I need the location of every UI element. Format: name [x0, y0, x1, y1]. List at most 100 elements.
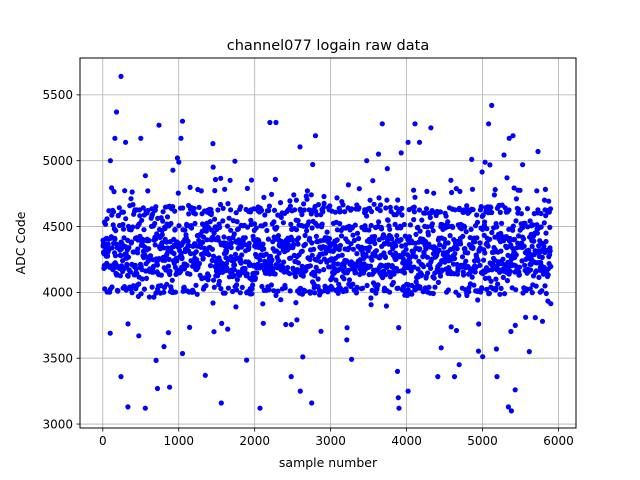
data-point [454, 246, 460, 252]
data-point [333, 277, 339, 283]
data-point [452, 207, 458, 213]
data-point [492, 187, 498, 193]
data-point [105, 241, 111, 247]
data-point [474, 235, 480, 241]
data-point [399, 243, 405, 249]
data-point [196, 204, 202, 210]
data-point [309, 240, 315, 246]
data-point [339, 252, 345, 258]
data-point [519, 258, 525, 264]
data-point [498, 248, 504, 254]
data-point [228, 245, 234, 251]
data-point [346, 245, 352, 251]
data-point [412, 121, 418, 127]
data-point [403, 242, 409, 248]
data-point [125, 321, 131, 327]
data-point [481, 257, 487, 263]
x-tick-label: 2000 [239, 434, 270, 448]
data-point [484, 286, 490, 292]
data-point [136, 281, 142, 287]
data-point [539, 288, 545, 294]
data-point [424, 254, 430, 260]
data-point [128, 196, 134, 202]
data-point [427, 214, 433, 221]
data-point [168, 220, 174, 227]
data-point [120, 226, 127, 232]
data-point [310, 161, 316, 168]
data-point [507, 268, 513, 274]
data-point [142, 405, 148, 411]
data-point [493, 346, 499, 352]
data-point [252, 275, 258, 281]
data-point [109, 185, 115, 191]
data-point [279, 238, 285, 244]
data-point [516, 272, 523, 278]
data-point [470, 207, 476, 213]
data-point [151, 294, 157, 300]
data-point [394, 368, 401, 374]
data-point [288, 255, 294, 261]
data-point [399, 205, 405, 211]
data-point [472, 239, 478, 245]
data-point [367, 197, 373, 203]
data-point [387, 226, 393, 232]
y-axis-label: ADC Code [13, 211, 28, 274]
data-point [146, 246, 152, 252]
data-point [488, 204, 494, 211]
data-point [435, 374, 441, 380]
data-point [237, 290, 243, 296]
data-point [478, 204, 484, 210]
data-point [396, 325, 402, 331]
data-point [211, 230, 217, 236]
data-point [379, 121, 385, 127]
data-point [401, 221, 407, 228]
data-point [369, 257, 375, 263]
data-point [430, 290, 436, 297]
data-point [315, 202, 322, 208]
data-point [511, 236, 518, 242]
data-point [130, 202, 136, 208]
data-point [491, 192, 497, 198]
data-point [327, 243, 333, 249]
data-point [423, 206, 430, 212]
data-point [435, 279, 441, 285]
data-point [154, 262, 160, 268]
data-point [242, 235, 248, 241]
data-point [145, 207, 151, 214]
data-point [275, 288, 281, 294]
data-point [141, 286, 147, 292]
data-point [498, 285, 504, 291]
data-point [411, 264, 417, 270]
data-point [437, 209, 443, 215]
data-point [368, 295, 374, 301]
data-point [273, 292, 279, 298]
data-point [312, 290, 318, 296]
data-point [475, 297, 481, 303]
data-point [300, 273, 306, 279]
data-point [526, 349, 532, 355]
data-point [211, 329, 217, 335]
data-point [338, 233, 345, 239]
data-point [152, 220, 158, 227]
data-point [453, 186, 459, 192]
data-point [302, 288, 308, 294]
data-point [378, 226, 385, 232]
data-point [412, 194, 418, 200]
data-point [401, 270, 408, 276]
data-point [371, 201, 377, 207]
data-point [513, 196, 520, 202]
data-point [517, 264, 523, 270]
data-point [272, 176, 278, 182]
data-point [164, 281, 170, 287]
data-point [482, 250, 488, 256]
data-point [326, 236, 333, 242]
data-point [172, 208, 178, 214]
data-point [248, 177, 255, 183]
data-point [463, 258, 469, 264]
data-point [456, 362, 462, 368]
data-point [489, 102, 495, 108]
data-point [471, 282, 477, 288]
data-point [263, 251, 269, 257]
data-point [329, 274, 335, 280]
data-point [489, 229, 495, 236]
